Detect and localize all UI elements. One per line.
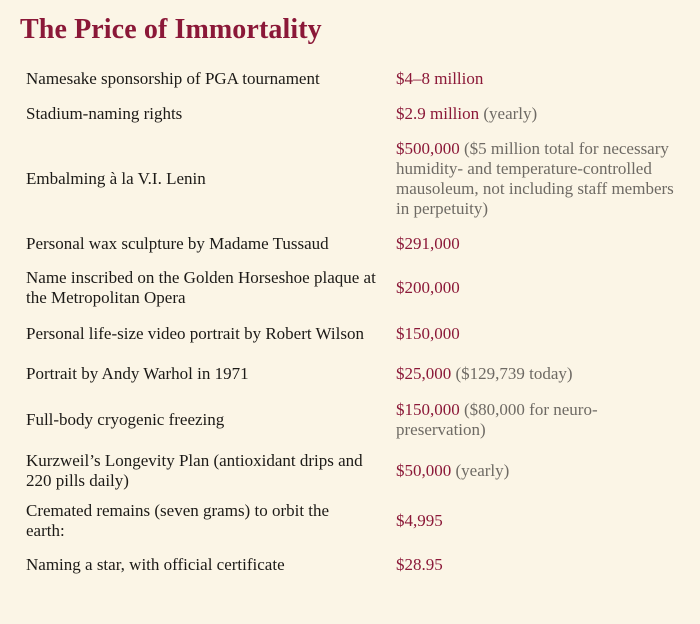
table-row: Naming a star, with official certificate… (26, 546, 686, 584)
table-row: Namesake sponsorship of PGA tournament $… (26, 62, 686, 96)
price-cell: $2.9 million (yearly) (396, 104, 686, 124)
price-cell: $4–8 million (396, 69, 686, 89)
item-label: Namesake sponsorship of PGA tournament (26, 69, 320, 88)
price-value: $291,000 (396, 234, 460, 253)
price-cell: $4,995 (396, 511, 686, 531)
price-cell: $500,000 ($5 million total for necessary … (396, 139, 686, 219)
table-row: Cremated remains (seven grams) to orbit … (26, 496, 686, 546)
price-value: $500,000 (396, 139, 460, 158)
table-row: Full-body cryogenic freezing $150,000 ($8… (26, 394, 686, 446)
price-cell: $200,000 (396, 278, 686, 298)
table-row: Personal wax sculpture by Madame Tussaud… (26, 226, 686, 262)
price-note: (yearly) (455, 461, 510, 480)
price-value: $25,000 (396, 364, 452, 383)
price-value: $4,995 (396, 511, 443, 530)
price-table: Namesake sponsorship of PGA tournament $… (26, 62, 686, 584)
price-cell: $291,000 (396, 234, 686, 254)
item-label: Personal wax sculpture by Madame Tussaud (26, 234, 329, 253)
price-value: $50,000 (396, 461, 452, 480)
price-note: ($5 million total for necessary humidity… (396, 139, 674, 218)
price-cell: $50,000 (yearly) (396, 461, 686, 481)
price-cell: $28.95 (396, 555, 686, 575)
price-cell: $25,000 ($129,739 today) (396, 364, 686, 384)
price-value: $200,000 (396, 278, 460, 297)
item-label: Name inscribed on the Golden Horseshoe p… (26, 268, 376, 307)
table-row: Name inscribed on the Golden Horseshoe p… (26, 262, 686, 314)
item-label: Personal life-size video portrait by Rob… (26, 324, 364, 343)
table-row: Personal life-size video portrait by Rob… (26, 314, 686, 354)
price-value: $150,000 (396, 324, 460, 343)
table-row: Portrait by Andy Warhol in 1971 $25,000(… (26, 354, 686, 394)
item-label: Cremated remains (seven grams) to orbit … (26, 501, 330, 540)
item-label: Stadium-naming rights (26, 104, 183, 123)
item-label: Embalming à la V.I. Lenin (26, 169, 206, 188)
page-title: The Price of Immortality (20, 14, 322, 45)
price-note: ($80,000 for neuro-preservation) (396, 400, 598, 439)
price-cell: $150,000 (396, 324, 686, 344)
price-note: ($129,739 today) (455, 364, 573, 383)
price-value: $150,000 (396, 400, 460, 419)
price-note: (yearly) (483, 104, 538, 123)
price-value: $2.9 million (396, 104, 480, 123)
price-cell: $150,000 ($80,000 for neuro-preservation) (396, 400, 686, 440)
item-label: Kurzweil’s Longevity Plan (antioxidant d… (26, 451, 363, 490)
table-row: Embalming à la V.I. Lenin $500,000 ($5 mi… (26, 132, 686, 226)
table-row: Kurzweil’s Longevity Plan (antioxidant d… (26, 446, 686, 496)
item-label: Naming a star, with official certificate (26, 555, 285, 574)
item-label: Full-body cryogenic freezing (26, 410, 225, 429)
price-value: $28.95 (396, 555, 443, 574)
table-row: Stadium-naming rights $2.9 million (yearl… (26, 96, 686, 132)
price-value: $4–8 million (396, 69, 484, 88)
item-label: Portrait by Andy Warhol in 1971 (26, 364, 249, 383)
